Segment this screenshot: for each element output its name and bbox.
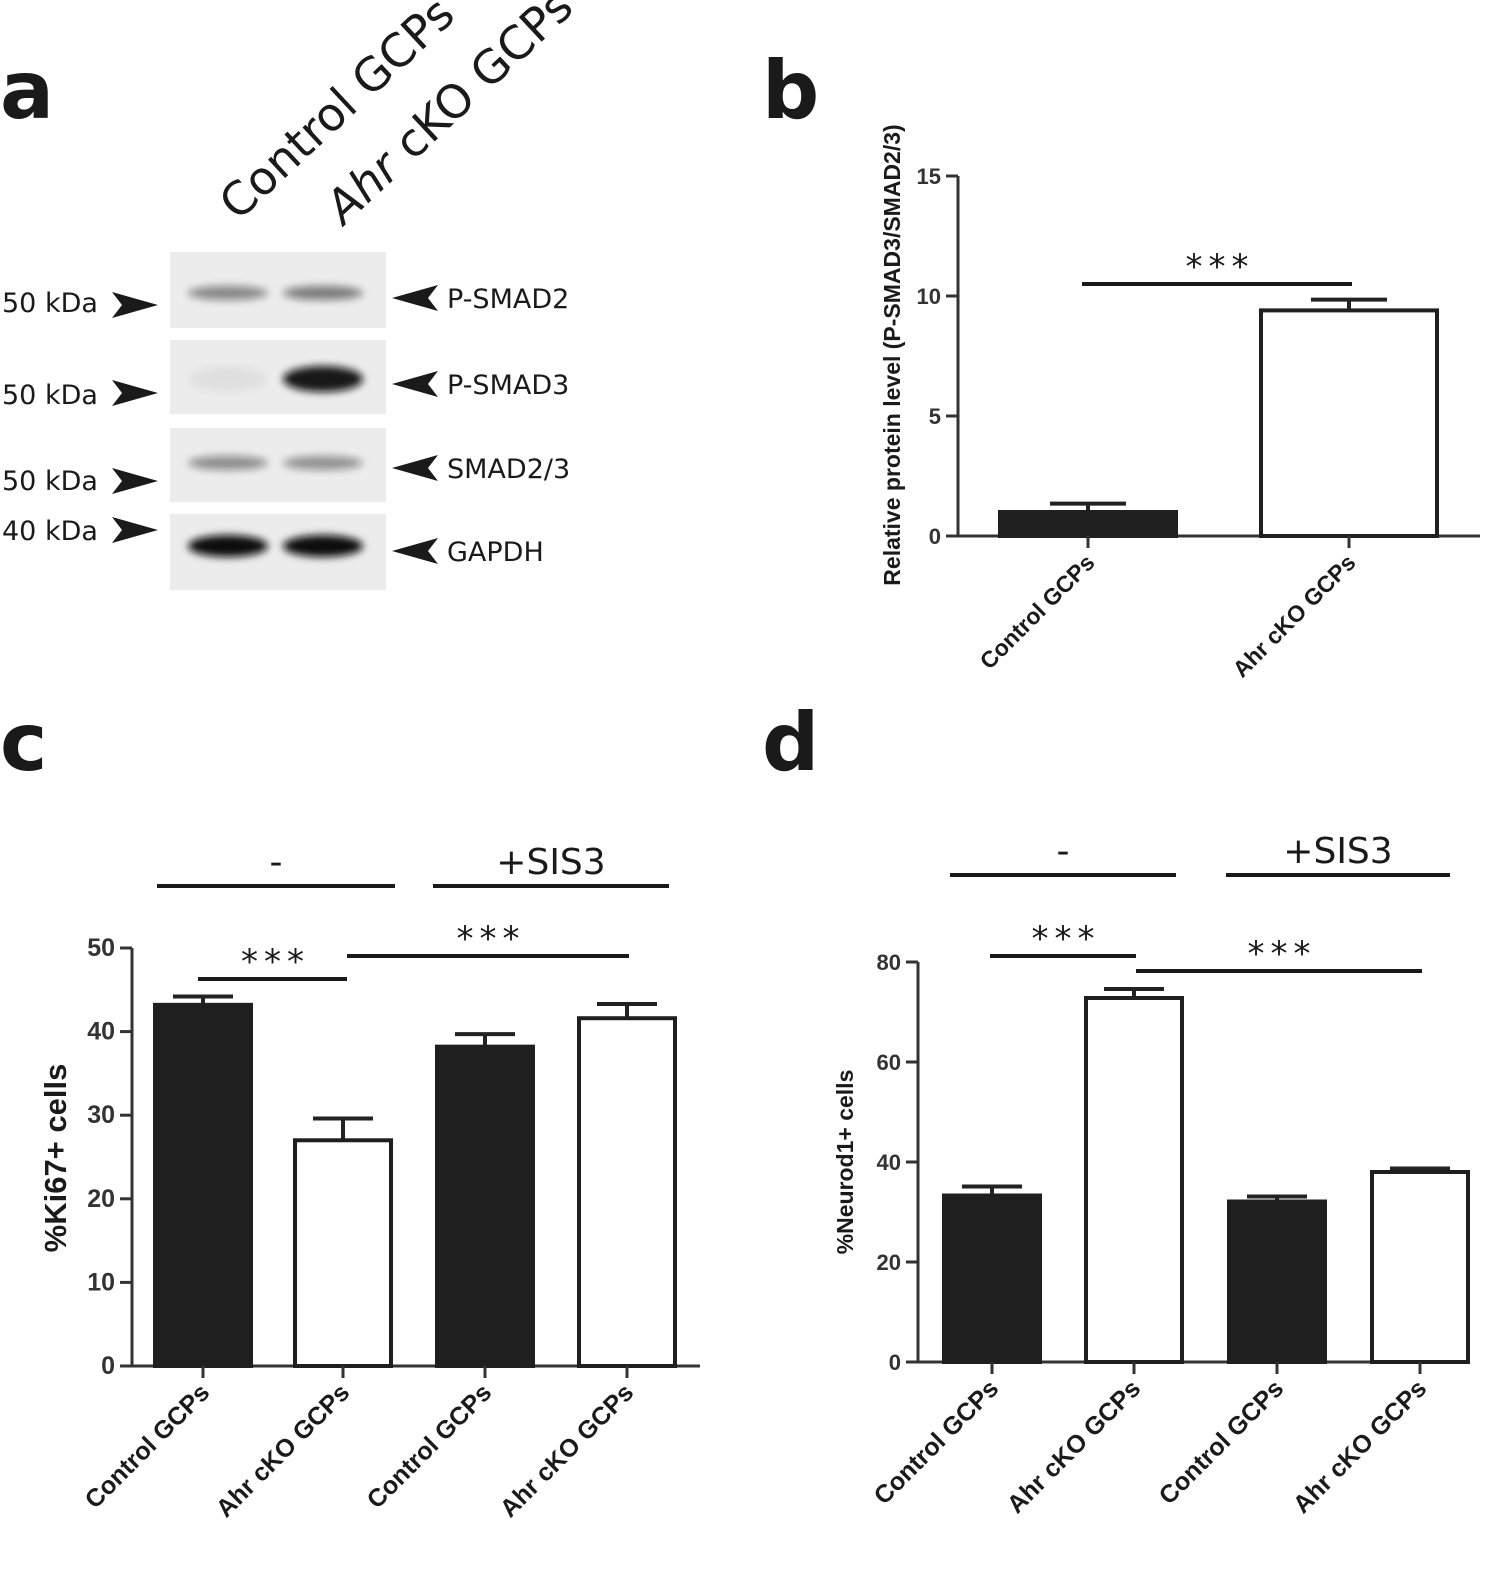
bar: [1259, 308, 1439, 538]
y-tick-label: 15: [917, 164, 941, 189]
marker-arrow-icon: [112, 468, 158, 494]
bar: [998, 510, 1178, 538]
marker-arrow-icon: [112, 517, 158, 543]
x-tick-label: Ahr cKO GCPs: [1288, 1374, 1433, 1519]
y-tick-label: 40: [877, 1150, 901, 1175]
y-tick-label: 60: [877, 1050, 901, 1075]
western-blot: 50 kDa P-SMAD2 50 kDa P-SMAD3 50 kDa SMAD2/3 4…: [2, 252, 570, 590]
y-tick-label: 0: [101, 1352, 115, 1380]
marker-label: 50 kDa: [2, 288, 98, 319]
y-tick-label: 80: [877, 950, 901, 975]
blot-band: [283, 456, 363, 470]
x-tick-label: Ahr cKO GCPs: [211, 1378, 356, 1523]
group-label: -: [1057, 831, 1070, 872]
blot-band: [188, 366, 268, 392]
x-tick-label: Control GCPs: [362, 1378, 498, 1514]
bar: [435, 1044, 535, 1368]
panel-c-letter: c: [0, 696, 47, 789]
group-label: +SIS3: [496, 842, 605, 883]
panel-b-letter: b: [762, 44, 819, 137]
y-tick-label: 50: [87, 934, 115, 962]
x-tick-label: Ahr cKO GCPs: [495, 1378, 640, 1523]
y-tick-label: 30: [87, 1101, 115, 1129]
significance-label: ***: [457, 919, 526, 959]
y-tick-label: 20: [877, 1250, 901, 1275]
y-tick-label: 40: [87, 1018, 115, 1046]
protein-label: GAPDH: [447, 537, 544, 568]
marker-arrow-icon: [112, 380, 158, 406]
blot-band: [188, 535, 268, 557]
group-label: -: [270, 842, 283, 883]
bar: [1084, 996, 1184, 1364]
y-tick-label: 0: [889, 1350, 901, 1375]
protein-arrow-icon: [392, 455, 438, 481]
bar: [1227, 1199, 1327, 1364]
protein-arrow-icon: [392, 538, 438, 564]
y-axis-label: Relative protein level (P-SMAD3/SMAD2/3): [879, 124, 905, 585]
marker-label: 40 kDa: [2, 516, 98, 547]
chart-b: 0 5 10 15 Relative protein level (P-SMAD3/SM…: [879, 124, 1480, 682]
y-tick-label: 10: [87, 1268, 115, 1296]
marker-arrow-icon: [112, 292, 158, 318]
significance-label: ***: [1248, 934, 1317, 974]
blot-band: [283, 286, 363, 300]
protein-arrow-icon: [392, 371, 438, 397]
protein-arrow-icon: [392, 285, 438, 311]
y-tick-label: 20: [87, 1185, 115, 1213]
bar: [293, 1138, 393, 1369]
bar: [1370, 1170, 1470, 1364]
marker-label: 50 kDa: [2, 466, 98, 497]
group-label: +SIS3: [1283, 831, 1392, 872]
x-tick-label: Ahr cKO GCPs: [1002, 1374, 1147, 1519]
x-tick-label: Ahr cKO GCPs: [1227, 549, 1360, 682]
x-tick-label: Control GCPs: [975, 549, 1100, 674]
significance-label: ***: [1186, 247, 1255, 287]
blot-band: [283, 366, 363, 392]
x-tick-label: Control GCPs: [1154, 1374, 1290, 1510]
marker-label: 50 kDa: [2, 380, 98, 411]
y-tick-label: 0: [929, 524, 941, 549]
blot-band: [188, 456, 268, 470]
y-tick-label: 5: [929, 404, 941, 429]
protein-label: SMAD2/3: [447, 454, 570, 485]
panel-d-letter: d: [762, 696, 819, 789]
blot-band: [283, 535, 363, 557]
x-tick-label: Control GCPs: [869, 1374, 1005, 1510]
significance-label: ***: [1032, 919, 1101, 959]
protein-label: P-SMAD3: [447, 370, 569, 401]
y-axis-label: %Ki67+ cells: [38, 1064, 73, 1253]
bar: [577, 1016, 677, 1368]
panel-a-letter: a: [0, 44, 54, 137]
blot-band: [188, 286, 268, 300]
y-tick-label: 10: [917, 284, 941, 309]
bar: [153, 1002, 253, 1369]
significance-label: ***: [241, 942, 310, 982]
x-tick-label: Control GCPs: [80, 1378, 216, 1514]
bar: [942, 1193, 1042, 1364]
protein-label: P-SMAD2: [447, 284, 569, 315]
y-axis-label: %Neurod1+ cells: [832, 1070, 858, 1255]
